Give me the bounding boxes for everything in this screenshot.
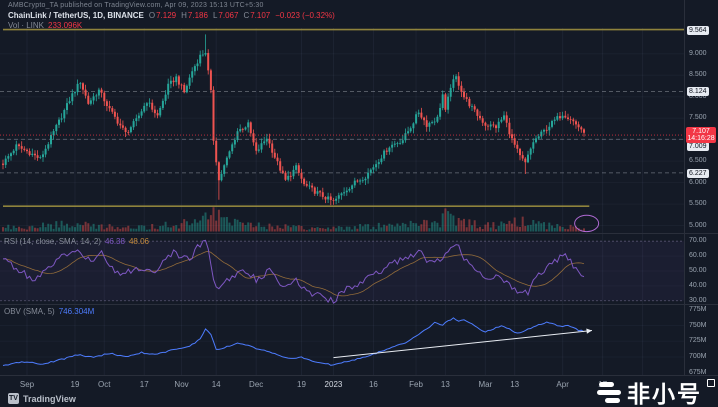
last-price-label: 7.107 14:16:28 — [686, 127, 716, 144]
rsi-axis-label: 60.00 — [689, 252, 707, 260]
price-level-label: 8.124 — [687, 87, 709, 97]
volume-value: 233.096K — [48, 21, 83, 30]
price-level-label: 7.009 — [687, 142, 709, 152]
ohlc-close: C 7.107 — [243, 11, 271, 20]
time-tick: 14 — [211, 380, 221, 389]
time-tick: Apr — [556, 380, 569, 389]
time-scale[interactable]: Sep19Oct17Nov14Dec19202316Feb13Mar13Apr1… — [0, 376, 684, 392]
time-tick: Oct — [98, 380, 111, 389]
price-axis-label: 6.500 — [689, 157, 707, 165]
price-axis-label: 8.000 — [689, 92, 707, 100]
time-tick: 16 — [368, 380, 378, 389]
rsi-value: 46.38 — [104, 237, 125, 246]
last-price-value: 7.107 — [692, 128, 710, 136]
grid — [0, 28, 684, 375]
obv-label: OBV (SMA, 5) — [4, 307, 55, 316]
price-scale[interactable]: 9.000 8.500 8.000 7.500 6.500 6.000 5.500 5.000… — [684, 0, 718, 376]
time-tick: Feb — [409, 380, 423, 389]
rsi-ma-value: 48.06 — [128, 237, 149, 246]
symbol-row: ChainLink / TetherUS, 1D, BINANCE O 7.129… — [8, 11, 335, 20]
time-tick: 2023 — [324, 380, 343, 389]
rsi-indicator-label[interactable]: RSI (14, close, SMA, 14, 2) 46.38 48.06 — [4, 237, 149, 246]
volume-label: Vol · LINK — [8, 21, 45, 30]
pane-separators — [0, 0, 718, 376]
time-tick: Mar — [478, 380, 493, 389]
tradingview-watermark[interactable]: TV TradingView — [8, 393, 76, 404]
countdown-timer: 14:16:28 — [687, 135, 715, 143]
tradingview-logo-text: TradingView — [23, 393, 76, 404]
price-axis-label: 8.500 — [689, 71, 707, 79]
rsi-label: RSI (14, close, SMA, 14, 2) — [4, 237, 101, 246]
candlesticks — [2, 34, 585, 206]
time-tick: Sep — [19, 380, 35, 389]
rsi-axis-label: 70.00 — [689, 237, 707, 245]
obv-indicator-label[interactable]: OBV (SMA, 5) 746.304M — [4, 307, 94, 316]
trend-arrow — [333, 328, 593, 359]
time-tick: 17 — [139, 380, 149, 389]
trademark-box — [707, 379, 715, 387]
price-axis-label: 5.000 — [689, 221, 707, 229]
time-tick: 19 — [70, 380, 80, 389]
price-level-label: 6.227 — [687, 168, 709, 178]
symbol-title[interactable]: ChainLink / TetherUS, 1D, BINANCE — [8, 11, 144, 20]
rsi-axis-label: 30.00 — [689, 296, 707, 304]
feixiaohao-logo-icon — [596, 381, 622, 403]
rsi-axis-label: 40.00 — [689, 281, 707, 289]
price-change: −0.023 (−0.32%) — [275, 11, 335, 20]
obv-axis-label: 675M — [689, 368, 707, 376]
feixiaohao-watermark: 非小号 — [596, 375, 715, 407]
obv-axis-label: 725M — [689, 337, 707, 345]
price-axis-label: 9.000 — [689, 49, 707, 57]
rsi-ma-line — [2, 250, 585, 297]
obv-value: 746.304M — [58, 307, 95, 316]
price-axis-label: 7.500 — [689, 114, 707, 122]
obv-line — [2, 317, 585, 366]
ellipse-annotation — [574, 214, 600, 233]
publish-caption: AMBCrypto_TA published on TradingView.co… — [8, 2, 264, 9]
obv-axis-label: 775M — [689, 305, 707, 313]
tradingview-logo-icon: TV — [8, 393, 19, 404]
volume-row: Vol · LINK 233.096K — [8, 21, 82, 30]
volume-bars — [2, 207, 585, 232]
time-tick: 19 — [297, 380, 306, 389]
time-tick: Dec — [249, 380, 264, 389]
price-axis-label: 6.000 — [689, 178, 707, 186]
ohlc-open: O 7.129 — [148, 11, 177, 20]
rsi-axis-label: 50.00 — [689, 266, 707, 274]
ohlc-low: L 7.067 — [212, 11, 239, 20]
obv-axis-label: 750M — [689, 321, 707, 329]
price-axis-label: 5.500 — [689, 200, 707, 208]
ohlc-high: H 7.186 — [181, 11, 208, 20]
feixiaohao-logo-text: 非小号 — [627, 381, 702, 407]
obv-axis-label: 700M — [689, 353, 707, 360]
time-tick: 13 — [510, 380, 520, 389]
rsi-line — [2, 239, 585, 304]
time-tick: Nov — [174, 380, 189, 389]
price-level-label: 9.564 — [687, 25, 709, 35]
time-tick: 13 — [440, 380, 450, 389]
